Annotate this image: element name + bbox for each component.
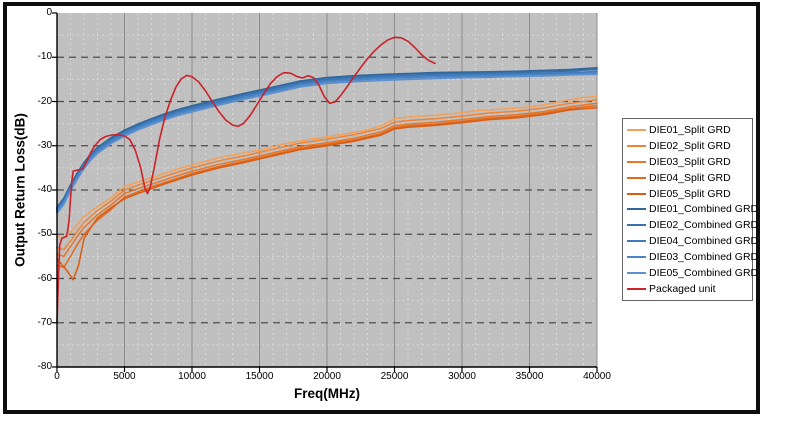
y-tick-label: -70: [37, 316, 52, 328]
legend-swatch-line: [627, 288, 646, 291]
series-line-packaged-unit: [56, 36, 436, 324]
legend-item: DIE03_Split GRD: [627, 154, 748, 169]
legend-item: DIE05_Split GRD: [627, 186, 748, 201]
series-line-die05-split-grd: [56, 106, 598, 281]
legend-label: DIE03_Combined GRD: [649, 251, 759, 264]
legend-item: DIE03_Combined GRD: [627, 250, 758, 265]
y-tick-label: -20: [37, 95, 52, 107]
legend-swatch-line: [627, 224, 646, 227]
y-tick-label: -80: [37, 361, 52, 372]
legend-swatch-line: [627, 272, 646, 275]
y-tick-label: 0: [46, 7, 52, 18]
x-axis-title: Freq(MHz): [294, 386, 360, 401]
legend-item: Packaged unit: [627, 282, 748, 297]
legend-item: DIE01_Split GRD: [627, 122, 748, 137]
x-tick-label: 40000: [583, 371, 611, 382]
legend-swatch-line: [627, 208, 646, 211]
y-tick-label: -40: [37, 184, 52, 195]
legend-swatch-line: [627, 128, 646, 131]
legend-item: DIE04_Split GRD: [627, 170, 748, 185]
legend-swatch-line: [627, 256, 646, 259]
legend-label: DIE02_Combined GRD: [649, 219, 759, 232]
plot-area: [52, 12, 598, 372]
legend-label: DIE01_Split GRD: [649, 123, 731, 136]
y-tick-label: -60: [37, 272, 52, 284]
series-line-die02-split-grd: [56, 98, 598, 251]
x-tick-label: 0: [54, 371, 60, 382]
legend-label: DIE05_Combined GRD: [649, 267, 759, 280]
series-line-die01-split-grd: [56, 95, 598, 239]
legend-label: Packaged unit: [649, 283, 716, 296]
legend-swatch-line: [627, 160, 646, 163]
series-line-die03-split-grd: [56, 102, 598, 258]
legend: DIE01_Split GRD DIE02_Split GRD DIE03_Spli…: [622, 118, 758, 301]
legend-label: DIE05_Split GRD: [649, 187, 731, 200]
legend-swatch-line: [627, 176, 646, 179]
legend-swatch-line: [627, 240, 646, 243]
x-tick-label: 10000: [178, 371, 206, 382]
legend-swatch-line: [627, 192, 646, 195]
legend-label: DIE03_Split GRD: [649, 155, 731, 168]
x-tick-label: 5000: [113, 371, 136, 382]
legend-label: DIE01_Combined GRD: [649, 203, 759, 216]
x-tick-label: 20000: [313, 371, 341, 382]
legend-label: DIE04_Split GRD: [649, 171, 731, 184]
y-tick-label: -30: [37, 139, 52, 151]
legend-item: DIE02_Split GRD: [627, 138, 748, 153]
y-tick-label: -10: [37, 51, 52, 63]
legend-swatch-line: [627, 144, 646, 147]
legend-item: DIE05_Combined GRD: [627, 266, 758, 281]
y-tick-label: -50: [37, 228, 52, 240]
legend-item: DIE04_Combined GRD: [627, 234, 758, 249]
x-tick-label: 30000: [448, 371, 476, 382]
x-tick-label: 25000: [380, 371, 409, 382]
legend-label: DIE04_Combined GRD: [649, 235, 759, 248]
x-tick-label: 35000: [515, 371, 544, 382]
y-axis-title: Output Return Loss(dB): [12, 113, 28, 267]
legend-item: DIE02_Combined GRD: [627, 218, 758, 233]
legend-item: DIE01_Combined GRD: [627, 202, 758, 217]
x-tick-label: 15000: [245, 371, 274, 382]
series-line-die05-combined-grd: [56, 73, 598, 214]
series-line-die03-combined-grd: [56, 72, 598, 213]
legend-label: DIE02_Split GRD: [649, 139, 731, 152]
